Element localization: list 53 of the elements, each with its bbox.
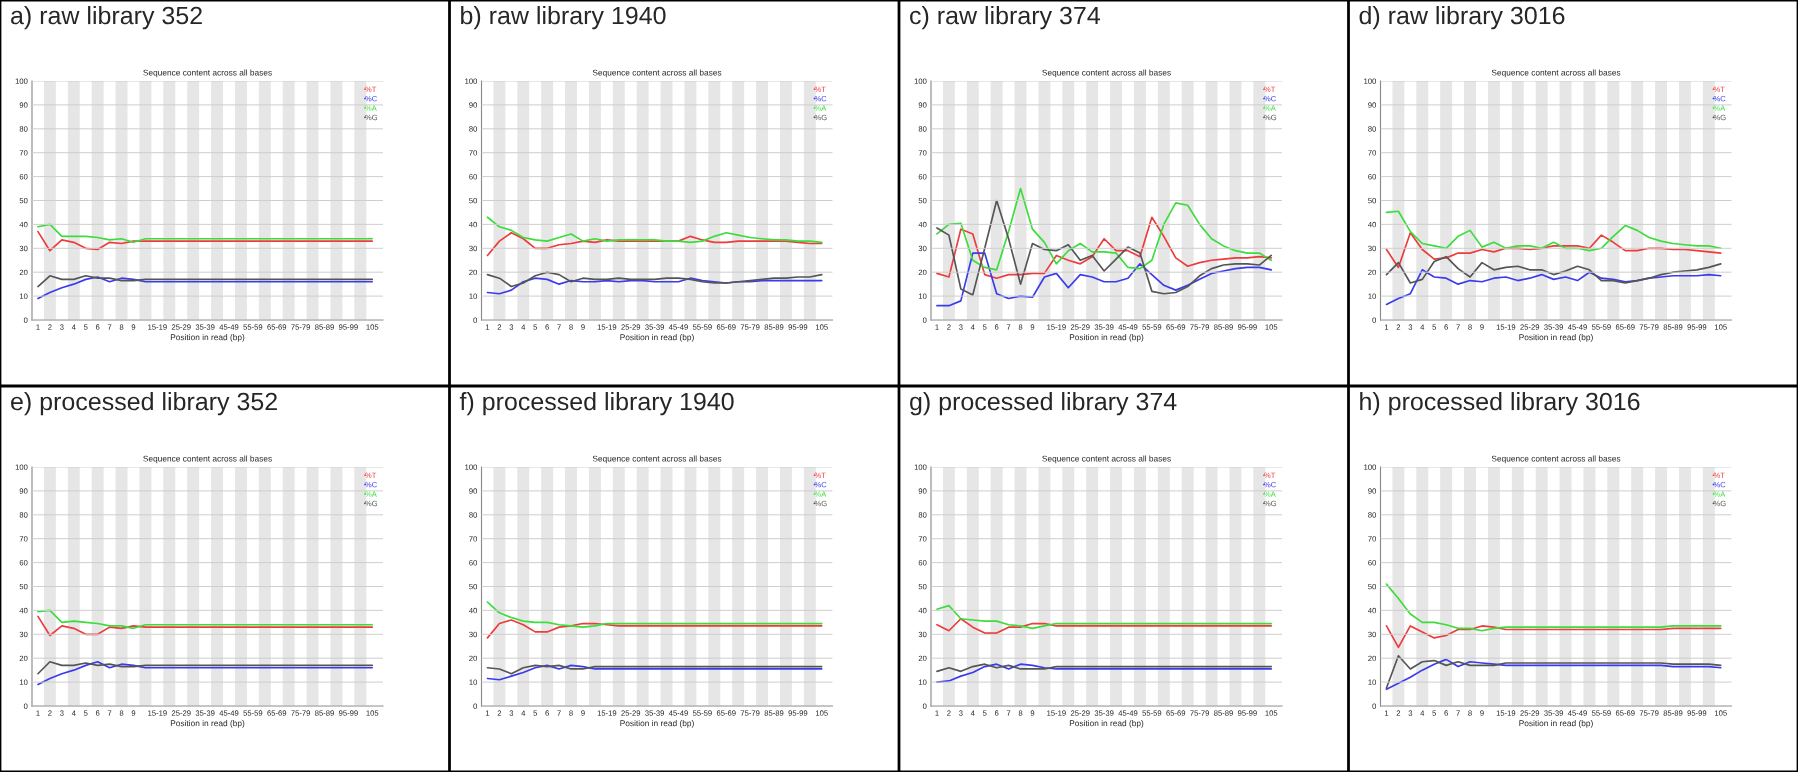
chart-title: e) processed library 352 [11,392,277,416]
x-axis-title: Position in read (bp) [1519,334,1593,342]
line-series [37,274,374,288]
line-series [37,609,374,630]
line-series [37,230,374,252]
line-series [936,604,1273,630]
line-series [936,199,1273,296]
line-series [936,663,1273,673]
chart-subtitle: Sequence content across all bases [592,455,722,464]
x-axis-title: Position in read (bp) [1069,334,1144,342]
line-series [37,615,374,637]
line-series [37,276,374,300]
chart-subtitle: Sequence content across all bases [1042,69,1171,78]
line-series [486,231,823,257]
line-series [486,664,823,675]
chart-title: b) raw library 1940 [461,6,666,30]
line-series [486,277,823,295]
line-series [936,187,1273,271]
line-series [1385,268,1722,306]
line-series [486,216,823,244]
line-series [37,660,374,686]
line-series [1385,210,1722,252]
line-series [486,271,823,288]
line-series [936,617,1273,634]
line-series [1385,625,1722,649]
chart-title: a) raw library 352 [11,6,202,30]
chart-subtitle: Sequence content across all bases [1042,455,1171,464]
line-series [486,619,823,639]
chart-subtitle: Sequence content across all bases [143,69,272,78]
line-series [37,660,374,675]
chart-subtitle: Sequence content across all bases [1491,69,1621,78]
chart-subtitle: Sequence content across all bases [1491,455,1621,464]
x-axis-title: Position in read (bp) [1519,720,1593,728]
x-axis-title: Position in read (bp) [620,720,694,728]
line-series [936,216,1273,280]
chart-title: g) processed library 374 [910,392,1177,416]
line-series [486,664,823,681]
x-axis-title: Position in read (bp) [620,334,694,342]
line-series [936,252,1273,307]
chart-title: d) raw library 3016 [1359,6,1565,30]
x-axis-title: Position in read (bp) [1069,720,1144,728]
chart-subtitle: Sequence content across all bases [143,455,272,464]
line-series [1385,255,1722,284]
x-axis-title: Position in read (bp) [170,334,245,342]
line-series [1385,583,1722,632]
x-axis-title: Position in read (bp) [170,720,245,728]
chart-title: f) processed library 1940 [459,392,734,416]
line-series [1385,231,1722,269]
chart-subtitle: Sequence content across all bases [592,69,722,78]
line-series [486,601,823,628]
chart-title: c) raw library 374 [910,6,1100,30]
chart-title: h) processed library 3016 [1360,392,1640,416]
line-series [37,223,374,244]
